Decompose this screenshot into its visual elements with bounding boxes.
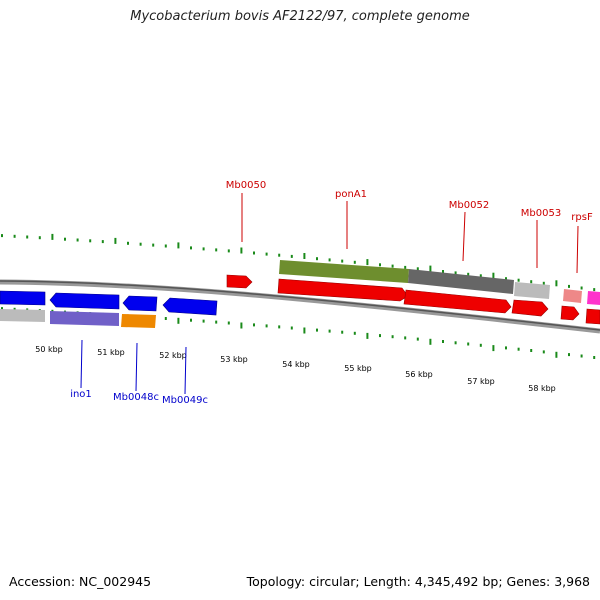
scale-label: 51 kbp <box>97 348 125 357</box>
feature-row-upper <box>226 260 600 305</box>
label-leader <box>80 339 83 389</box>
gene-labels: Mb0050 ponA1 Mb0052 Mb0053 rpsF ino1 Mb0048c Mb… <box>70 180 593 406</box>
map-title: Mycobacterium bovis AF2122/97, complete … <box>130 9 470 24</box>
scale-label: 56 kbp <box>405 370 433 379</box>
gene-label-forward[interactable]: rpsF <box>571 212 593 223</box>
gene-arrow-ino1[interactable] <box>49 292 120 310</box>
scale-label: 54 kbp <box>282 360 310 369</box>
genome-backbone <box>0 279 600 334</box>
label-leader <box>184 346 187 395</box>
scale-label: 57 kbp <box>467 377 495 386</box>
gene-label-forward[interactable]: ponA1 <box>335 189 367 200</box>
accession-text: Accession: NC_002945 <box>9 574 152 589</box>
gene-label-forward[interactable]: Mb0053 <box>521 208 561 219</box>
feature-block-pona1-cog[interactable] <box>279 260 409 283</box>
gene-arrow-left-edge[interactable] <box>0 290 46 306</box>
feature-block-rpsf-cog[interactable] <box>563 289 582 303</box>
scale-labels: 50 kbp 51 kbp 52 kbp 53 kbp 54 kbp 55 kbp 56 k… <box>35 345 556 393</box>
reverse-strand-track <box>0 290 218 316</box>
gene-arrow-mb0053[interactable] <box>511 299 549 317</box>
feature-block-mb0053-cog[interactable] <box>514 282 550 299</box>
gene-arrow-pona1[interactable] <box>277 278 409 302</box>
scale-label: 58 kbp <box>528 384 556 393</box>
outer-tick-track <box>1 233 596 292</box>
feature-block-mb0048c-cog[interactable] <box>121 314 156 328</box>
gene-arrow-next[interactable] <box>585 308 600 325</box>
scale-label: 50 kbp <box>35 345 63 354</box>
gene-label-forward[interactable]: Mb0052 <box>449 200 489 211</box>
feature-block-mb0052-cog[interactable] <box>408 269 514 294</box>
feature-block-left-grey[interactable] <box>0 309 45 322</box>
scale-label: 52 kbp <box>159 351 187 360</box>
gene-label-reverse[interactable]: ino1 <box>70 389 92 400</box>
gene-arrow-rpsf[interactable] <box>560 305 580 321</box>
label-leader <box>462 211 466 262</box>
feature-block-ino1-cog[interactable] <box>50 311 119 326</box>
gene-arrow-mb0049c[interactable] <box>162 297 218 316</box>
gene-arrow-mb0048c[interactable] <box>122 295 158 312</box>
scale-label: 53 kbp <box>220 355 248 364</box>
gene-label-reverse[interactable]: Mb0049c <box>162 395 208 406</box>
label-leader <box>135 342 138 392</box>
gene-label-reverse[interactable]: Mb0048c <box>113 392 159 403</box>
feature-block-mb0050[interactable] <box>226 274 253 289</box>
feature-row-lower <box>0 309 156 328</box>
feature-block-pink[interactable] <box>587 291 600 305</box>
scale-label: 55 kbp <box>344 364 372 373</box>
gene-arrow-mb0052[interactable] <box>403 289 512 314</box>
label-leader <box>576 225 579 274</box>
forward-strand-track <box>277 278 600 325</box>
gene-label-forward[interactable]: Mb0050 <box>226 180 266 191</box>
genome-backbone-highlight <box>0 280 600 331</box>
genome-summary-text: Topology: circular; Length: 4,345,492 bp… <box>246 574 590 589</box>
